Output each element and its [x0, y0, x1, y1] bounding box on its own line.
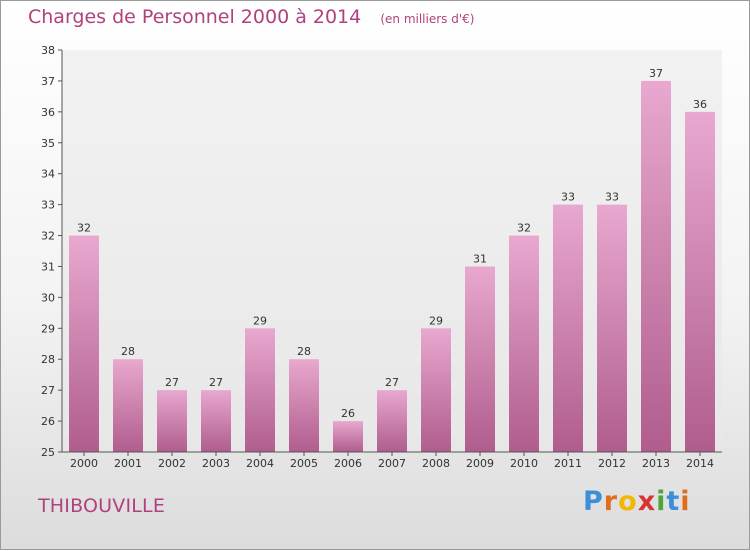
- bar-2012: [597, 204, 627, 452]
- x-tick-label-2000: 2000: [70, 457, 98, 470]
- bar-2007: [377, 390, 407, 452]
- value-label-2009: 31: [473, 252, 487, 265]
- y-tick-label-37: 37: [41, 75, 55, 88]
- value-label-2014: 36: [693, 98, 707, 111]
- x-tick-label-2004: 2004: [246, 457, 274, 470]
- x-tick-label-2011: 2011: [554, 457, 582, 470]
- title-row: Charges de Personnel 2000 à 2014 (en mil…: [28, 6, 474, 28]
- y-tick-label-26: 26: [41, 415, 55, 428]
- x-tick-label-2013: 2013: [642, 457, 670, 470]
- value-label-2013: 37: [649, 67, 663, 80]
- bar-2003: [201, 390, 231, 452]
- bar-2009: [465, 266, 495, 452]
- y-tick-label-35: 35: [41, 137, 55, 150]
- bar-2010: [509, 235, 539, 452]
- value-label-2001: 28: [121, 345, 135, 358]
- bar-2004: [245, 328, 275, 452]
- chart-title: Charges de Personnel 2000 à 2014: [28, 6, 362, 28]
- x-tick-label-2007: 2007: [378, 457, 406, 470]
- chart-subtitle: (en milliers d'€): [380, 12, 475, 26]
- x-tick-label-2008: 2008: [422, 457, 450, 470]
- x-tick-label-2002: 2002: [158, 457, 186, 470]
- y-tick-label-32: 32: [41, 230, 55, 243]
- value-label-2007: 27: [385, 376, 399, 389]
- x-tick-label-2012: 2012: [598, 457, 626, 470]
- y-tick-label-29: 29: [41, 322, 55, 335]
- y-tick-label-30: 30: [41, 291, 55, 304]
- bar-2005: [289, 359, 319, 452]
- x-tick-label-2014: 2014: [686, 457, 714, 470]
- x-tick-label-2006: 2006: [334, 457, 362, 470]
- y-tick-label-33: 33: [41, 199, 55, 212]
- y-tick-label-27: 27: [41, 384, 55, 397]
- value-label-2002: 27: [165, 376, 179, 389]
- value-label-2012: 33: [605, 191, 619, 204]
- x-tick-label-2003: 2003: [202, 457, 230, 470]
- value-label-2010: 32: [517, 222, 531, 235]
- commune-name: THIBOUVILLE: [38, 495, 166, 517]
- proxiti-logo[interactable]: Proxiti: [583, 486, 691, 517]
- x-tick-label-2009: 2009: [466, 457, 494, 470]
- x-tick-label-2010: 2010: [510, 457, 538, 470]
- bar-2014: [685, 111, 715, 452]
- x-tick-label-2001: 2001: [114, 457, 142, 470]
- bar-2011: [553, 204, 583, 452]
- x-tick-label-2005: 2005: [290, 457, 318, 470]
- value-label-2004: 29: [253, 314, 267, 327]
- bar-2000: [69, 235, 99, 452]
- bar-2001: [113, 359, 143, 452]
- y-tick-label-36: 36: [41, 106, 55, 119]
- bar-2008: [421, 328, 451, 452]
- value-label-2008: 29: [429, 314, 443, 327]
- bar-2006: [333, 421, 363, 452]
- y-tick-label-31: 31: [41, 260, 55, 273]
- value-label-2003: 27: [209, 376, 223, 389]
- bar-2002: [157, 390, 187, 452]
- y-tick-label-38: 38: [41, 44, 55, 57]
- value-label-2011: 33: [561, 191, 575, 204]
- bar-2013: [641, 80, 671, 452]
- y-tick-label-34: 34: [41, 168, 55, 181]
- y-tick-label-25: 25: [41, 446, 55, 459]
- value-label-2006: 26: [341, 407, 355, 420]
- value-label-2000: 32: [77, 222, 91, 235]
- y-tick-label-28: 28: [41, 353, 55, 366]
- value-label-2005: 28: [297, 345, 311, 358]
